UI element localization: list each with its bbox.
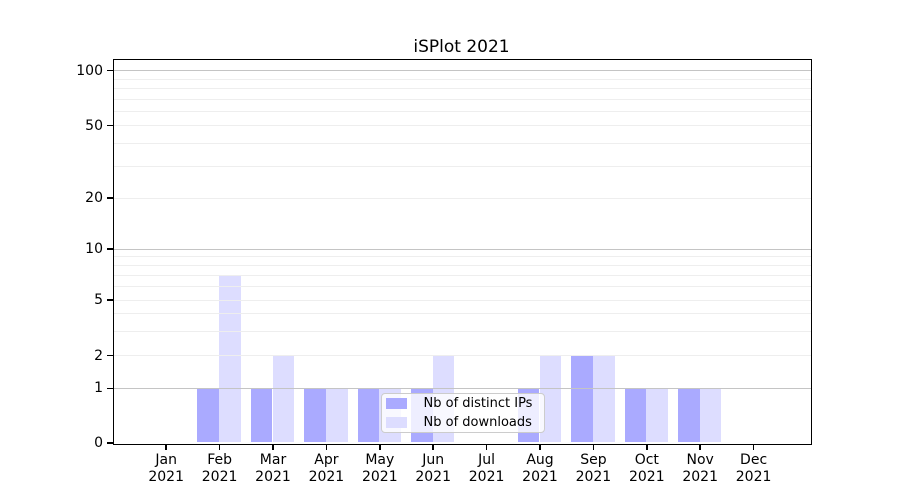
x-label-month: Jul [478,452,496,468]
bar-distinct-ips-feb [197,387,220,443]
bar-distinct-ips-oct [624,387,647,443]
x-label-month: Feb [207,452,232,468]
y-tick-0 [106,442,113,444]
y-tick-label-2: 2 [94,347,103,364]
x-tick-jan [165,444,167,450]
bar-downloads-oct [646,387,669,443]
y-tick-label-100: 100 [76,62,103,79]
x-tick-label-dec: Dec 2021 [722,452,786,486]
x-label-year: 2021 [735,469,772,485]
x-tick-label-apr: Apr 2021 [294,452,358,486]
legend-swatch-downloads [385,417,407,428]
x-label-year: 2021 [522,469,558,485]
x-label-month: Nov [686,452,714,468]
bar-downloads-feb [219,274,241,443]
x-tick-label-jan: Jan 2021 [134,452,198,486]
x-tick-label-sep: Sep 2021 [561,452,625,486]
x-tick-sep [592,444,595,450]
y-tick-2 [106,354,113,357]
x-tick-label-nov: Nov 2021 [668,452,732,486]
x-label-year: 2021 [255,469,291,485]
bar-distinct-ips-may [357,387,380,443]
legend-item-downloads: Nb of downloads [385,414,538,431]
x-label-year: 2021 [308,469,345,485]
x-label-month: Sep [580,452,607,468]
x-tick-may [379,444,381,450]
x-tick-label-feb: Feb 2021 [188,452,252,486]
x-label-year: 2021 [201,469,238,485]
x-tick-oct [646,444,648,450]
bar-downloads-sep [592,355,615,443]
x-label-year: 2021 [148,469,184,485]
x-tick-dec [752,444,755,450]
bar-downloads-aug [539,355,562,443]
x-label-month: Apr [314,452,339,468]
x-tick-mar [272,444,274,450]
bar-downloads-nov [699,387,722,443]
plot-area: Nb of distinct IPs Nb of downloads [112,59,812,445]
x-tick-jul [485,444,488,450]
bar-distinct-ips-sep [571,355,593,443]
x-tick-label-aug: Aug 2021 [508,452,572,486]
legend-item-distinct-ips: Nb of distinct IPs [385,395,538,412]
x-tick-label-may: May 2021 [348,452,412,486]
x-label-year: 2021 [628,469,665,485]
chart-title: iSPlot 2021 [413,37,510,57]
y-tick-label-5: 5 [94,292,103,308]
x-label-year: 2021 [361,469,398,485]
x-tick-label-oct: Oct 2021 [615,452,679,486]
x-tick-apr [325,444,328,450]
x-label-month: May [365,452,395,468]
y-tick-10 [106,248,113,250]
y-tick-100 [106,69,113,72]
x-label-year: 2021 [468,469,505,485]
bar-downloads-apr [325,387,348,443]
legend-label-downloads: Nb of downloads [423,414,532,430]
x-tick-label-mar: Mar 2021 [241,452,305,486]
y-tick-1 [106,387,113,390]
x-label-month: Dec [740,452,768,468]
y-tick-label-1: 1 [94,380,103,397]
y-tick-label-50: 50 [85,117,103,134]
legend-swatch-distinct-ips [385,398,407,409]
x-label-month: Jan [155,452,177,468]
y-tick-20 [106,197,113,199]
x-label-year: 2021 [575,469,612,485]
y-tick-50 [106,124,113,127]
x-label-year: 2021 [682,469,718,485]
x-tick-aug [539,444,541,450]
x-tick-jun [432,444,434,450]
legend: Nb of distinct IPs Nb of downloads [380,393,545,433]
bar-distinct-ips-mar [250,387,273,443]
y-tick-label-0: 0 [94,435,103,451]
x-tick-label-jul: Jul 2021 [455,452,519,486]
y-tick-5 [106,299,113,301]
bar-distinct-ips-apr [304,387,326,443]
y-tick-label-10: 10 [85,241,103,257]
bar-downloads-mar [272,355,295,443]
x-tick-nov [699,444,701,450]
x-tick-label-jun: Jun 2021 [401,452,465,486]
x-tick-feb [218,444,221,450]
y-tick-label-20: 20 [85,190,103,206]
x-label-month: Mar [259,452,287,468]
x-label-year: 2021 [415,469,451,485]
x-label-month: Aug [526,452,554,468]
x-label-month: Jun [422,452,445,468]
x-label-month: Oct [634,452,659,468]
bar-distinct-ips-nov [677,387,700,443]
legend-label-distinct-ips: Nb of distinct IPs [423,395,533,411]
bars-layer [114,60,811,444]
